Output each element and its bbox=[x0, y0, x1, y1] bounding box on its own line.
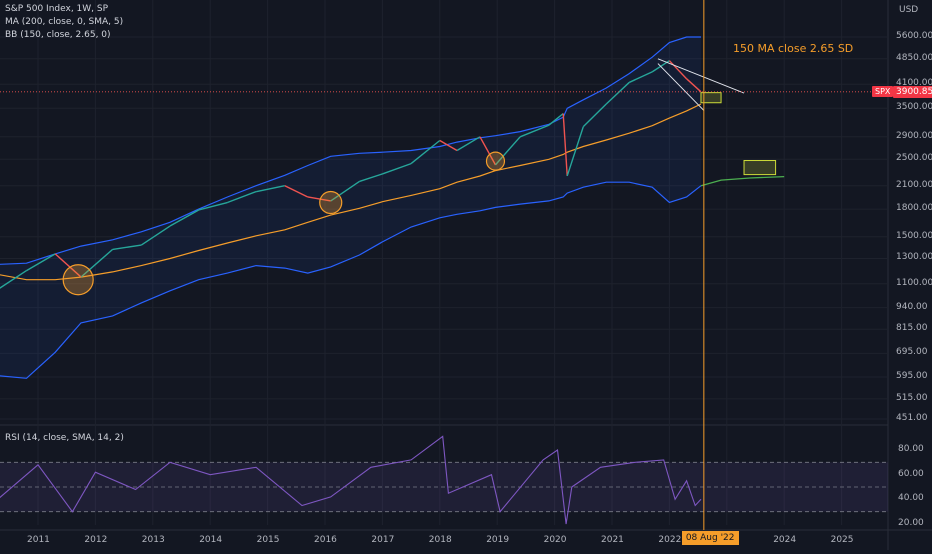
trendline-lower bbox=[657, 63, 705, 111]
legend-symbol[interactable]: S&P 500 Index, 1W, SP bbox=[5, 4, 109, 14]
y-tick-940.00: 940.00 bbox=[896, 301, 928, 312]
price-segment-7 bbox=[169, 209, 200, 227]
y-tick-2500.00: 2500.00 bbox=[896, 153, 932, 164]
projection-line bbox=[700, 175, 785, 187]
price-segment-13 bbox=[330, 180, 360, 202]
price-segment-23 bbox=[562, 113, 568, 176]
y-tick-1500.00: 1500.00 bbox=[896, 230, 932, 241]
y-tick-5600.00: 5600.00 bbox=[896, 31, 932, 41]
x-tick-2018: 2018 bbox=[428, 535, 452, 545]
marker-circle-3 bbox=[485, 151, 506, 171]
bb-lower-line bbox=[0, 181, 702, 379]
rsi-tick-20.00: 20.00 bbox=[898, 518, 924, 528]
price-segment-5 bbox=[112, 244, 142, 251]
price-segment-19 bbox=[479, 136, 497, 166]
last-price-tag: 3900.85 bbox=[893, 85, 932, 98]
trendline-upper bbox=[657, 58, 745, 94]
y-tick-2100.00: 2100.00 bbox=[896, 179, 932, 190]
legend-ma[interactable]: MA (200, close, 0, SMA, 5) bbox=[5, 17, 124, 27]
rsi-line bbox=[0, 435, 702, 525]
y-tick-595.00: 595.00 bbox=[896, 370, 928, 381]
bb-upper-line bbox=[0, 36, 701, 265]
legend-bb[interactable]: BB (150, close, 2.65, 0) bbox=[5, 30, 111, 40]
y-tick-1800.00: 1800.00 bbox=[896, 203, 932, 214]
y-tick-451.00: 451.00 bbox=[896, 413, 928, 423]
symbol-tag: SPX bbox=[872, 85, 894, 97]
x-tick-2012: 2012 bbox=[84, 535, 108, 545]
y-tick-815.00: 815.00 bbox=[896, 323, 928, 334]
y-tick-1100.00: 1100.00 bbox=[896, 277, 932, 288]
price-segment-25 bbox=[582, 103, 607, 128]
x-tick-2024: 2024 bbox=[773, 535, 797, 545]
price-segment-4 bbox=[80, 248, 114, 278]
bb-fill bbox=[0, 37, 701, 379]
legend-rsi[interactable]: RSI (14, close, SMA, 14, 2) bbox=[5, 433, 124, 443]
y-tick-3500.00: 3500.00 bbox=[896, 102, 932, 113]
price-segment-18 bbox=[456, 136, 481, 152]
marker-circle-2 bbox=[319, 190, 343, 215]
price-segment-3 bbox=[54, 253, 82, 278]
price-segment-16 bbox=[410, 139, 441, 165]
price-segment-26 bbox=[605, 81, 630, 105]
x-tick-2011: 2011 bbox=[27, 535, 50, 545]
x-tick-2013: 2013 bbox=[141, 535, 165, 545]
x-tick-2021: 2021 bbox=[601, 535, 624, 545]
y-tick-2900.00: 2900.00 bbox=[896, 130, 932, 141]
price-segment-12 bbox=[307, 196, 331, 202]
price-segment-20 bbox=[494, 136, 521, 166]
marker-circle-1 bbox=[62, 264, 94, 296]
x-tick-2025: 2025 bbox=[830, 535, 854, 545]
rsi-tick-40.00: 40.00 bbox=[898, 493, 924, 504]
x-tick-2022: 2022 bbox=[658, 535, 682, 545]
rsi-tick-60.00: 60.00 bbox=[898, 468, 924, 479]
target-box-2 bbox=[743, 160, 777, 176]
price-segment-30 bbox=[686, 78, 702, 93]
price-segment-24 bbox=[566, 126, 584, 177]
price-segment-1 bbox=[0, 270, 27, 289]
y-tick-1300.00: 1300.00 bbox=[896, 252, 932, 263]
price-segment-29 bbox=[668, 60, 688, 80]
x-tick-2020: 2020 bbox=[543, 535, 567, 545]
y-tick-4100.00: 4100.00 bbox=[896, 78, 932, 89]
target-box-1 bbox=[700, 92, 722, 104]
x-tick-2014: 2014 bbox=[199, 535, 223, 545]
y-tick-695.00: 695.00 bbox=[896, 347, 928, 358]
price-segment-27 bbox=[628, 71, 653, 84]
price-segment-11 bbox=[284, 185, 309, 198]
price-segment-22 bbox=[548, 113, 564, 126]
x-tick-2019: 2019 bbox=[486, 535, 510, 545]
price-segment-21 bbox=[519, 124, 550, 138]
y-tick-515.00: 515.00 bbox=[896, 392, 928, 403]
y-tick-4850.00: 4850.00 bbox=[896, 52, 932, 63]
cursor-date-tag: 08 Aug '22 bbox=[681, 531, 739, 545]
price-segment-6 bbox=[140, 225, 171, 246]
price-segment-2 bbox=[26, 253, 56, 272]
price-segment-14 bbox=[359, 173, 383, 183]
ma-line bbox=[0, 103, 702, 281]
x-tick-2015: 2015 bbox=[256, 535, 280, 545]
annotation-text: 150 MA close 2.65 SD bbox=[733, 42, 854, 55]
rsi-tick-80.00: 80.00 bbox=[898, 444, 924, 454]
x-tick-2017: 2017 bbox=[371, 535, 395, 545]
price-segment-17 bbox=[439, 139, 458, 152]
price-segment-8 bbox=[198, 201, 228, 211]
x-tick-2016: 2016 bbox=[314, 535, 337, 545]
price-segment-10 bbox=[255, 185, 285, 193]
price-segment-15 bbox=[382, 162, 412, 175]
price-segment-9 bbox=[227, 190, 257, 204]
currency-label: USD bbox=[899, 5, 919, 15]
